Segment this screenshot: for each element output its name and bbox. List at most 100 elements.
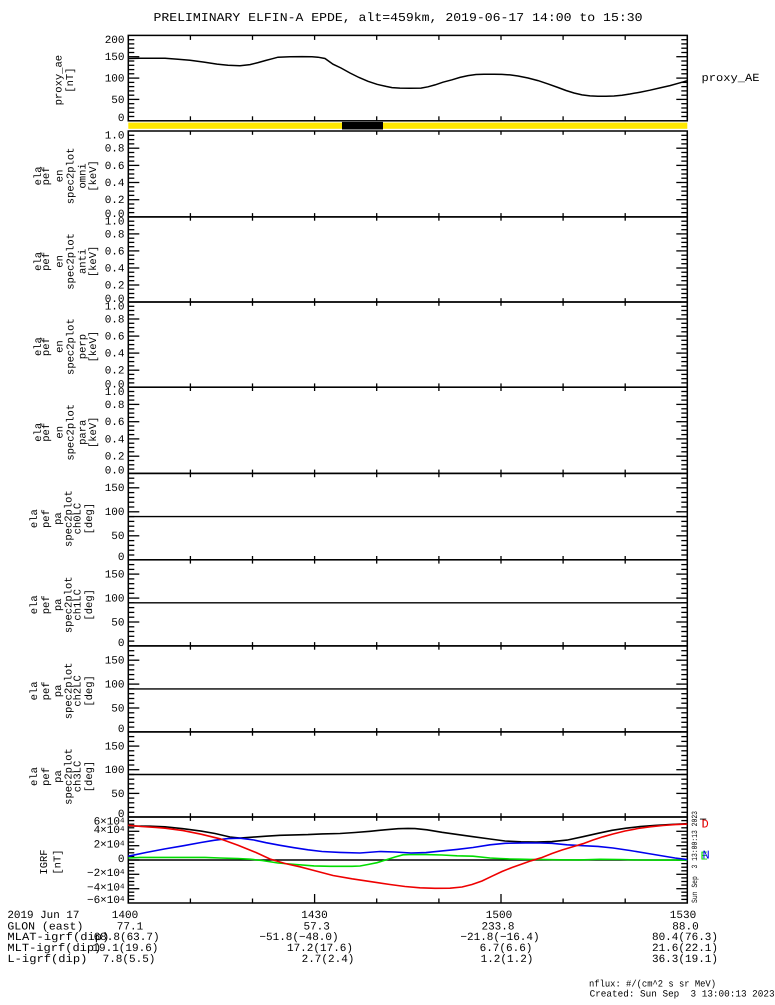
svg-text:1.0: 1.0	[105, 302, 125, 314]
svg-text:1.0: 1.0	[105, 131, 125, 143]
svg-text:pef: pef	[41, 767, 53, 786]
svg-text:MLT-igrf(dip): MLT-igrf(dip)	[7, 943, 101, 955]
svg-text:−6×104: −6×104	[87, 895, 125, 907]
svg-text:19.1(19.6): 19.1(19.6)	[92, 943, 158, 955]
svg-text:−51.8(−48.0): −51.8(−48.0)	[259, 932, 338, 944]
svg-text:0.8: 0.8	[105, 144, 125, 156]
svg-text:1430: 1430	[301, 910, 327, 922]
svg-text:150: 150	[105, 742, 125, 754]
svg-text:100: 100	[105, 74, 125, 86]
svg-text:en: en	[55, 340, 67, 353]
svg-text:en: en	[55, 170, 67, 183]
svg-text:0.0: 0.0	[105, 466, 125, 478]
svg-text:pa: pa	[53, 512, 65, 525]
svg-text:57.3: 57.3	[303, 921, 329, 933]
svg-text:spec2plot: spec2plot	[66, 404, 78, 461]
svg-text:pef: pef	[41, 595, 53, 614]
svg-text:0.2: 0.2	[105, 366, 125, 378]
svg-text:1.2(1.2): 1.2(1.2)	[481, 954, 534, 966]
svg-text:100: 100	[105, 594, 125, 606]
svg-text:1400: 1400	[112, 910, 138, 922]
svg-text:6×104: 6×104	[94, 817, 125, 829]
svg-text:pef: pef	[41, 509, 53, 528]
svg-text:L-igrf(dip): L-igrf(dip)	[7, 954, 87, 966]
svg-text:150: 150	[105, 656, 125, 668]
svg-text:−21.8(−16.4): −21.8(−16.4)	[460, 932, 539, 944]
svg-text:pef: pef	[41, 166, 53, 185]
svg-text:en: en	[55, 426, 67, 439]
svg-text:150: 150	[105, 52, 125, 64]
svg-text:0.4: 0.4	[105, 349, 125, 361]
svg-text:Sun Sep 3 13:00:13 2023: Sun Sep 3 13:00:13 2023	[691, 811, 700, 903]
svg-text:50: 50	[111, 703, 124, 715]
svg-text:[deg]: [deg]	[84, 675, 96, 707]
svg-text:perp: perp	[78, 334, 90, 359]
svg-text:ela: ela	[29, 509, 41, 528]
svg-text:0.8: 0.8	[105, 400, 125, 412]
svg-text:150: 150	[105, 570, 125, 582]
svg-text:en: en	[55, 255, 67, 268]
svg-text:17.2(17.6): 17.2(17.6)	[287, 943, 353, 955]
svg-text:36.3(19.1): 36.3(19.1)	[652, 954, 718, 966]
svg-text:0: 0	[118, 854, 125, 866]
svg-text:proxy_ae: proxy_ae	[54, 55, 66, 105]
svg-text:pef: pef	[41, 252, 53, 271]
svg-text:MLAT-igrf(dip): MLAT-igrf(dip)	[7, 932, 109, 944]
svg-text:200: 200	[105, 35, 125, 47]
svg-text:0.6: 0.6	[105, 246, 125, 258]
svg-text:21.6(22.1): 21.6(22.1)	[652, 943, 718, 955]
svg-text:2019 Jun 17: 2019 Jun 17	[7, 910, 79, 922]
svg-text:0: 0	[118, 724, 125, 736]
svg-text:nflux: #/(cm^2 s sr MeV): nflux: #/(cm^2 s sr MeV)	[589, 978, 716, 989]
svg-text:[keV]: [keV]	[88, 331, 100, 363]
svg-text:IGRF: IGRF	[39, 849, 51, 874]
svg-text:0.2: 0.2	[105, 195, 125, 207]
svg-text:0.0: 0.0	[105, 294, 125, 306]
svg-text:[keV]: [keV]	[88, 160, 100, 192]
svg-text:6.7(6.6): 6.7(6.6)	[480, 943, 533, 955]
svg-text:0: 0	[118, 552, 125, 564]
svg-text:ch0LC: ch0LC	[73, 503, 85, 535]
svg-text:−2×104: −2×104	[87, 868, 125, 880]
svg-text:4×104: 4×104	[94, 825, 125, 837]
svg-text:2×104: 2×104	[94, 840, 125, 852]
svg-text:50: 50	[111, 531, 124, 543]
svg-text:0.0: 0.0	[105, 379, 125, 391]
svg-text:spec2plot: spec2plot	[63, 490, 75, 547]
svg-text:spec2plot: spec2plot	[63, 576, 75, 633]
svg-text:pef: pef	[41, 337, 53, 356]
svg-text:0.8: 0.8	[105, 314, 125, 326]
svg-text:PRELIMINARY ELFIN-A EPDE, alt=: PRELIMINARY ELFIN-A EPDE, alt=459km, 201…	[154, 11, 643, 25]
svg-text:ch3LC: ch3LC	[73, 761, 85, 793]
svg-text:0.8: 0.8	[105, 229, 125, 241]
svg-text:0.4: 0.4	[105, 263, 125, 275]
svg-text:7.8(5.5): 7.8(5.5)	[103, 954, 156, 966]
svg-text:0.4: 0.4	[105, 434, 125, 446]
svg-text:−4×104: −4×104	[87, 883, 125, 895]
svg-text:100: 100	[105, 507, 125, 519]
svg-text:80.4(76.3): 80.4(76.3)	[652, 932, 718, 944]
svg-text:proxy_AE: proxy_AE	[702, 73, 760, 85]
svg-text:ela: ela	[33, 337, 45, 356]
svg-text:1500: 1500	[486, 910, 512, 922]
svg-text:100: 100	[105, 765, 125, 777]
svg-text:[keV]: [keV]	[88, 417, 100, 449]
svg-text:omni: omni	[78, 163, 90, 188]
svg-text:0: 0	[118, 638, 125, 650]
svg-text:ela: ela	[29, 767, 41, 786]
svg-text:50: 50	[111, 95, 124, 107]
svg-text:spec2plot: spec2plot	[66, 148, 78, 205]
svg-text:0.2: 0.2	[105, 280, 125, 292]
svg-text:GLON (east): GLON (east)	[7, 921, 83, 933]
svg-text:77.1: 77.1	[117, 921, 144, 933]
svg-text:150: 150	[105, 483, 125, 495]
svg-text:[deg]: [deg]	[84, 761, 96, 793]
svg-text:88.0: 88.0	[672, 921, 698, 933]
svg-text:T: T	[700, 817, 707, 831]
svg-text:ch2LC: ch2LC	[73, 675, 85, 707]
svg-text:ela: ela	[33, 252, 45, 271]
svg-text:0.6: 0.6	[105, 417, 125, 429]
svg-text:ela: ela	[29, 595, 41, 614]
svg-text:[nT]: [nT]	[65, 67, 77, 92]
svg-text:1.0: 1.0	[105, 217, 125, 229]
